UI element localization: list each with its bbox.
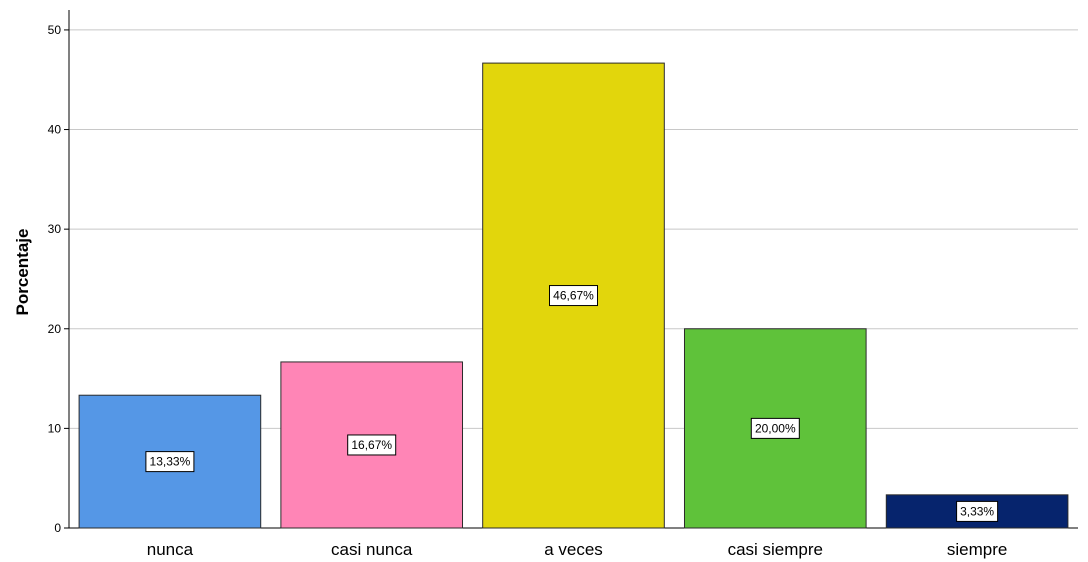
y-tick-label: 40 <box>48 123 62 137</box>
data-label: 20,00% <box>755 421 796 435</box>
data-label-box <box>956 500 999 522</box>
y-tick-label: 0 <box>54 521 61 535</box>
y-axis-title: Porcentaje <box>13 229 32 316</box>
x-axis-category-labels: nunca casi nunca a veces casi siempre siempr… <box>147 540 1008 559</box>
x-category-label: casi nunca <box>331 540 413 559</box>
x-category-label: siempre <box>947 540 1007 559</box>
data-label-box <box>347 434 397 456</box>
x-category-label: casi siempre <box>728 540 823 559</box>
data-label: 3,33% <box>960 504 994 518</box>
y-tick-label: 20 <box>48 322 62 336</box>
y-axis-ticks: 0 10 20 30 40 50 <box>48 23 69 535</box>
x-category-label: a veces <box>544 540 603 559</box>
data-label: 16,67% <box>351 438 392 452</box>
data-label-box <box>750 417 800 439</box>
data-label-box <box>549 285 598 307</box>
y-tick-label: 50 <box>48 23 62 37</box>
data-label-box <box>145 451 195 473</box>
y-tick-label: 10 <box>48 421 62 435</box>
data-label: 13,33% <box>150 455 191 469</box>
data-label: 46,67% <box>553 289 594 303</box>
x-category-label: nunca <box>147 540 194 559</box>
bars: 13,33% 16,67% 46,67% 20,00% 3,33% <box>78 62 1069 529</box>
y-tick-label: 30 <box>48 222 62 236</box>
